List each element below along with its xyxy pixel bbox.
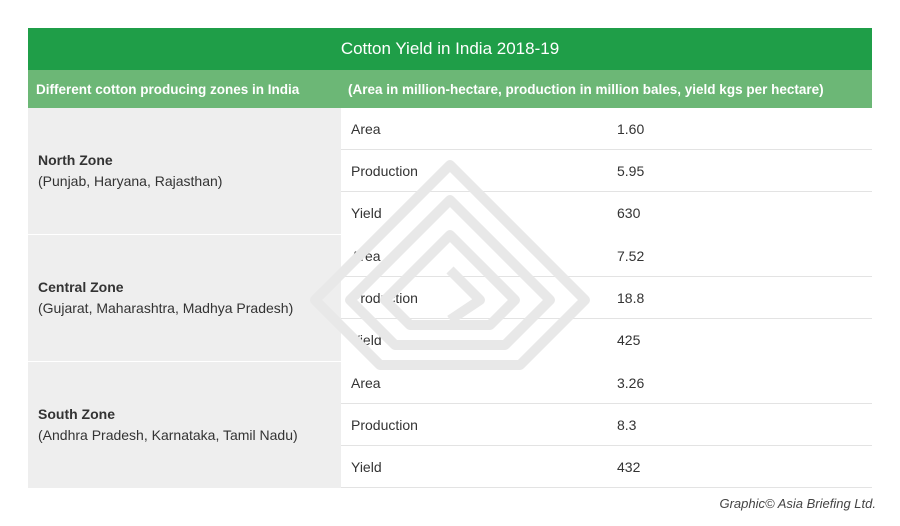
- table-row: Area 3.26: [341, 362, 872, 404]
- metric-value: 5.95: [617, 162, 645, 179]
- zone-rows: Area 7.52 Production 18.8 Yield 425: [341, 235, 872, 361]
- metric-label: Yield: [351, 205, 382, 221]
- metric-value: 7.52: [617, 247, 645, 264]
- metric-label: Production: [351, 416, 418, 433]
- zone-name: South Zone: [38, 406, 115, 422]
- table-row: Production 8.3: [341, 404, 872, 446]
- metric-value: 630: [617, 205, 641, 221]
- metric-label: Production: [351, 162, 418, 179]
- metric-label: Yield: [351, 458, 382, 475]
- metric-label: Area: [351, 120, 381, 137]
- metric-label: Area: [351, 247, 381, 264]
- table-header: Different cotton producing zones in Indi…: [28, 70, 872, 108]
- table-row: Area 7.52: [341, 235, 872, 277]
- metric-value: 432: [617, 458, 641, 475]
- zone-states: (Punjab, Haryana, Rajasthan): [38, 173, 223, 189]
- zone-north: North Zone (Punjab, Haryana, Rajasthan) …: [28, 108, 872, 235]
- zone-name: Central Zone: [38, 279, 124, 295]
- metric-value: 1.60: [617, 120, 645, 137]
- table-row: Yield 425: [341, 319, 872, 361]
- metric-value: 8.3: [617, 416, 637, 433]
- zone-states: (Andhra Pradesh, Karnataka, Tamil Nadu): [38, 427, 298, 443]
- zone-central: Central Zone (Gujarat, Maharashtra, Madh…: [28, 235, 872, 362]
- metric-label: Production: [351, 289, 418, 306]
- table-row: Yield 432: [341, 446, 872, 488]
- zone-label: North Zone (Punjab, Haryana, Rajasthan): [28, 108, 341, 234]
- header-units: (Area in million-hectare, production in …: [348, 81, 824, 97]
- zone-label: Central Zone (Gujarat, Maharashtra, Madh…: [28, 235, 341, 361]
- table-row: Yield 630: [341, 192, 872, 234]
- table-row: Production 18.8: [341, 277, 872, 319]
- metric-label: Yield: [351, 332, 382, 348]
- zone-states: (Gujarat, Maharashtra, Madhya Pradesh): [38, 300, 294, 316]
- zone-rows: Area 1.60 Production 5.95 Yield 630: [341, 108, 872, 234]
- table-title: Cotton Yield in India 2018-19: [28, 28, 872, 70]
- header-zones: Different cotton producing zones in Indi…: [36, 81, 300, 97]
- table-row: Area 1.60: [341, 108, 872, 150]
- zone-rows: Area 3.26 Production 8.3 Yield 432: [341, 362, 872, 488]
- table-row: Production 5.95: [341, 150, 872, 192]
- zone-south: South Zone (Andhra Pradesh, Karnataka, T…: [28, 362, 872, 489]
- metric-value: 3.26: [617, 374, 645, 391]
- metric-label: Area: [351, 374, 381, 391]
- graphic-credit: Graphic© Asia Briefing Ltd.: [719, 496, 876, 511]
- metric-value: 425: [617, 332, 641, 348]
- cotton-yield-table: Cotton Yield in India 2018-19 Different …: [28, 28, 872, 489]
- metric-value: 18.8: [617, 289, 645, 306]
- zone-name: North Zone: [38, 152, 113, 168]
- zone-label: South Zone (Andhra Pradesh, Karnataka, T…: [28, 362, 341, 488]
